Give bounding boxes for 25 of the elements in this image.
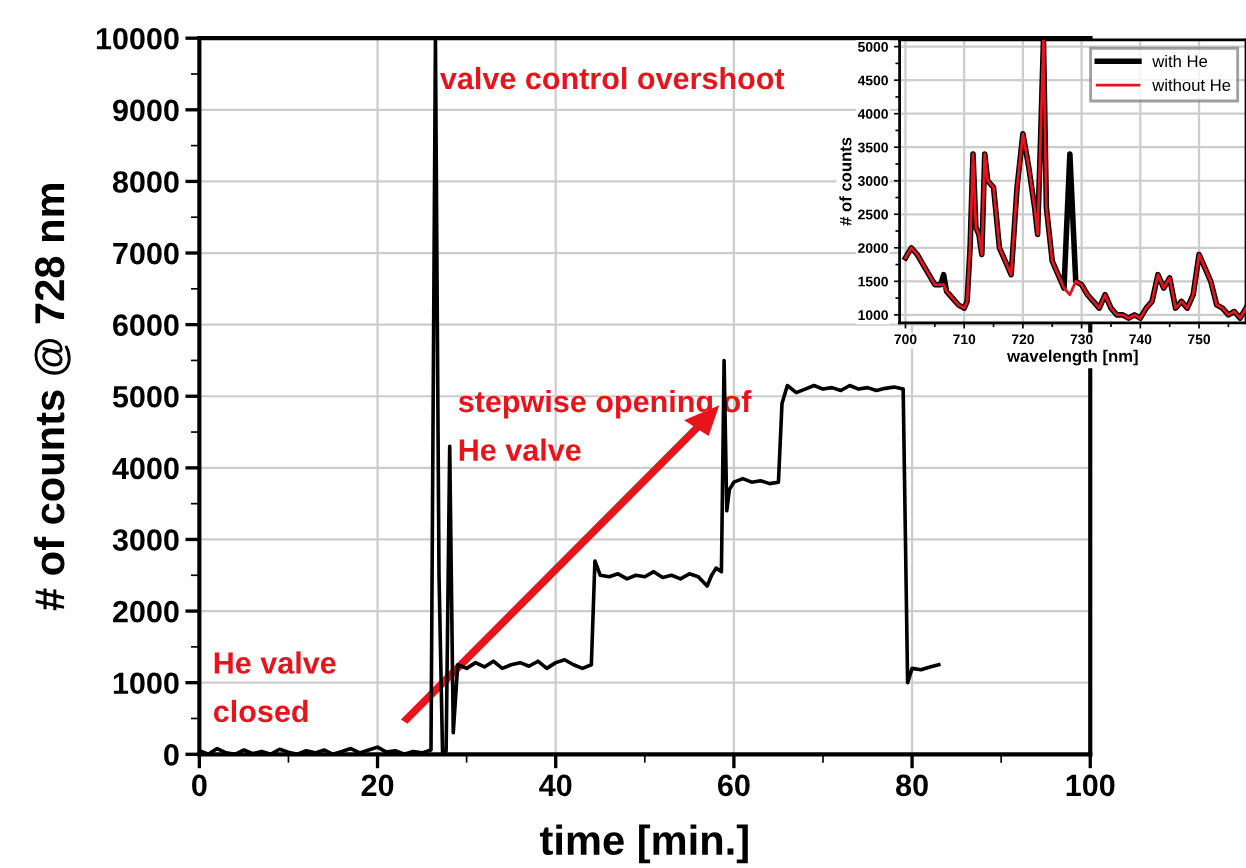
y-axis-title: # of counts (839, 137, 852, 226)
y-tick-label: 10000 (96, 27, 179, 50)
annotation: valve control overshoot (440, 66, 785, 90)
x-axis-title: time [min.] (539, 824, 748, 864)
y-tick-label: 7000 (113, 242, 179, 265)
y-tick-label: 5000 (112, 385, 179, 408)
y-tick-label: 4000 (112, 457, 179, 480)
y-tick-label: 2000 (113, 600, 179, 623)
y-tick-label: 8000 (112, 171, 179, 193)
annotation: He valve closed (213, 651, 336, 723)
x-tick-label: 80 (896, 774, 928, 797)
x-tick-label: 0 (192, 774, 207, 797)
y-axis-title: # of counts @ 728 nm (33, 184, 71, 611)
y-tick-label: 9000 (113, 99, 179, 122)
x-tick-label: 40 (539, 774, 572, 797)
y-tick-label: 1000 (113, 672, 179, 695)
legend-label: with He (1152, 54, 1208, 68)
x-axis-title: wavelength [nm] (1007, 349, 1138, 366)
legend-label: without He (1152, 78, 1231, 92)
x-tick-label: 100 (1066, 774, 1115, 797)
y-tick-label: 3000 (112, 529, 179, 551)
x-tick-label: 20 (361, 774, 394, 797)
y-tick-label: 6000 (113, 314, 179, 336)
y-tick-label: 0 (164, 744, 179, 766)
x-tick-label: 60 (718, 774, 750, 797)
